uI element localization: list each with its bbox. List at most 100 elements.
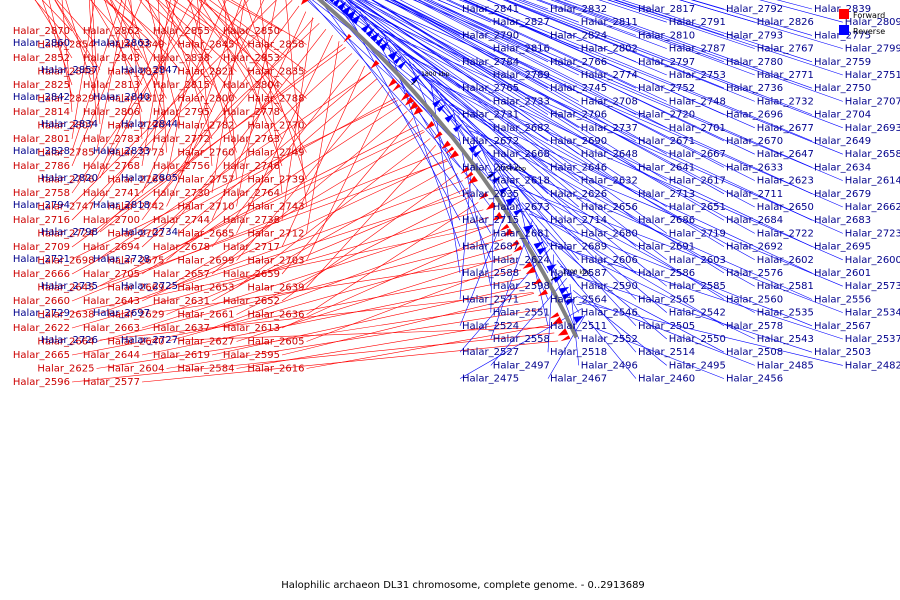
forward-label-line [71,152,442,302]
legend-reverse-label: Reverse [853,27,885,36]
forward-label-line [166,246,508,342]
forward-gene-feature [513,245,523,253]
reverse-right-gene-label: Halar_2751 [845,70,900,81]
forward-label-line [166,131,425,288]
gene-features [300,0,584,342]
forward-gene-label: Halar_2800 [177,94,234,105]
reverse-right-label-line [363,0,549,115]
reverse-gene-feature [453,124,463,133]
forward-gene-label: Halar_2796 [107,121,164,132]
reverse-right-gene-label: Halar_2723 [845,228,900,239]
forward-gene-feature [467,175,478,185]
reverse-right-gene-label: Halar_2573 [845,281,900,292]
reverse-right-gene-label: Halar_2684 [726,215,783,226]
tick-label: 1750 kbp [498,166,526,173]
reverse-left-label-line [34,0,73,44]
forward-label-line [188,0,237,153]
forward-label-line [141,53,353,248]
reverse-right-label-line [459,308,583,379]
reverse-right-label-line [384,0,813,195]
reverse-left-gene-label: Halar_2833 [93,146,150,157]
reverse-right-gene-label: Halar_2732 [757,96,814,107]
reverse-right-label-line [535,225,580,340]
forward-gene-label: Halar_2854 [37,40,94,51]
reverse-right-gene-label: Halar_2578 [726,321,783,332]
reverse-gene-feature [360,23,371,33]
reverse-right-label-line [543,236,755,340]
reverse-gene-feature [436,103,446,113]
forward-gene-label: Halar_2804 [223,80,280,91]
forward-label-line [281,231,499,329]
reverse-gene-feature [387,51,398,61]
reverse-right-label-line [461,119,667,287]
forward-gene-label: Halar_2637 [153,323,210,334]
reverse-left-gene-label: Halar_2697 [93,308,150,319]
reverse-right-label-line [337,0,491,102]
reverse-gene-feature [341,5,351,16]
reverse-right-gene-label: Halar_2527 [462,347,519,358]
reverse-left-label-line [120,0,181,71]
forward-label-line [96,0,179,180]
reverse-right-gene-label: Halar_2534 [845,308,900,319]
reverse-right-gene-label: Halar_2752 [638,83,695,94]
reverse-right-gene-label: Halar_2706 [550,110,607,121]
forward-label-line [56,0,97,45]
forward-gene-label: Halar_2807 [37,121,94,132]
forward-gene-label: Halar_2829 [37,94,94,105]
forward-gene-label: Halar_2678 [153,242,210,253]
reverse-left-gene-label: Halar_2834 [41,119,98,130]
reverse-right-gene-label: Halar_2551 [493,308,550,319]
reverse-right-gene-label: Halar_2650 [757,202,814,213]
forward-label-line [141,159,447,302]
reverse-right-label-line [554,0,725,63]
forward-label-line [104,0,143,113]
forward-label-line [197,0,213,167]
reverse-right-gene-label: Halar_2720 [638,110,695,121]
forward-gene-label: Halar_2773 [107,148,164,159]
reverse-left-label-line [151,17,314,206]
reverse-right-gene-label: Halar_2571 [462,294,519,305]
reverse-right-label-line [482,146,637,300]
forward-gene-label: Halar_2848 [37,67,94,78]
reverse-right-gene-label: Halar_2641 [638,162,695,173]
reverse-right-label-line [621,0,813,63]
reverse-right-gene-label: Halar_2585 [669,281,726,292]
forward-label-line [71,332,555,383]
reverse-right-gene-label: Halar_2680 [581,228,638,239]
forward-label-line [236,84,384,261]
forward-gene-label: Halar_2629 [107,310,164,321]
reverse-right-gene-label: Halar_2793 [726,30,783,41]
reverse-right-label-line [502,0,755,102]
reverse-right-label-line [417,0,667,129]
forward-label-line [71,0,207,194]
forward-gene-label: Halar_2616 [247,364,304,375]
forward-label-line [71,0,293,221]
forward-label-line [306,145,437,288]
reverse-right-label-line [563,0,813,89]
reverse-right-label-line [393,44,637,247]
reverse-right-gene-label: Halar_2810 [638,30,695,41]
forward-gene-label: Halar_2742 [107,202,164,213]
reverse-right-label-line [393,0,755,181]
forward-gene-label: Halar_2700 [83,215,140,226]
forward-label-line [259,0,283,194]
forward-gene-label: Halar_2622 [13,323,70,334]
reverse-left-gene-label: Halar_2727 [121,335,178,346]
reverse-right-gene-label: Halar_2811 [581,17,638,28]
forward-gene-label: Halar_2785 [37,148,94,159]
reverse-left-label-line [71,224,494,314]
reverse-right-label-line [435,88,549,274]
reverse-right-gene-label: Halar_2460 [638,374,695,385]
forward-gene-label: Halar_2788 [247,94,304,105]
reverse-right-gene-label: Halar_2456 [726,374,783,385]
reverse-left-gene-label: Halar_2840 [93,92,150,103]
forward-label-line [111,0,167,99]
reverse-left-label-line [179,192,472,287]
forward-label-line [306,324,551,369]
forward-label-line [34,0,73,59]
reverse-left-label-line [71,0,123,152]
reverse-right-label-line [569,284,580,366]
reverse-right-label-line [468,0,813,142]
reverse-right-gene-label: Halar_2736 [726,83,783,94]
